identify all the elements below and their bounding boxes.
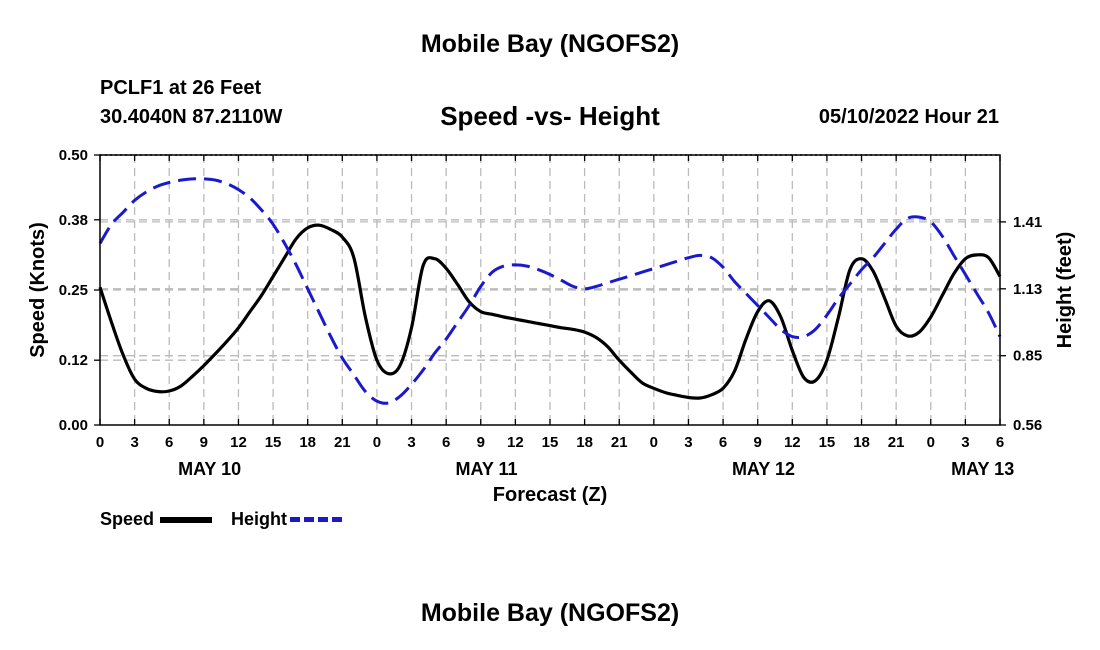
y-tick-label: 0.12 (59, 352, 88, 369)
y2-axis-title: Height (feet) (1054, 232, 1076, 349)
x-tick-label: 6 (442, 434, 450, 451)
station-coordinates: 30.4040N 87.2110W (100, 106, 283, 128)
y2-tick-label: 1.13 (1013, 281, 1042, 298)
x-tick-label: 12 (507, 434, 524, 451)
footer-title: Mobile Bay (NGOFS2) (420, 599, 680, 627)
x-tick-label: 12 (784, 434, 801, 451)
y-tick-label: 0.50 (59, 147, 88, 164)
x-tick-label: 18 (576, 434, 593, 451)
x-tick-label: 9 (477, 434, 485, 451)
y2-tick-label: 1.41 (1013, 214, 1042, 231)
x-axis-title: Forecast (Z) (493, 484, 607, 506)
x-tick-label: 15 (265, 434, 282, 451)
legend-speed-label: Speed (100, 509, 155, 529)
y-tick-label: 0.00 (59, 417, 88, 434)
x-tick-label: 21 (334, 434, 351, 451)
y2-tick-label: 0.85 (1013, 348, 1042, 365)
y-tick-label: 0.25 (59, 282, 88, 299)
date-label: MAY 12 (732, 459, 795, 479)
x-tick-label: 21 (611, 434, 628, 451)
legend-speed-swatch (160, 517, 212, 523)
x-tick-label: 3 (961, 434, 969, 451)
x-tick-label: 3 (684, 434, 692, 451)
x-tick-label: 15 (819, 434, 836, 451)
x-tick-label: 0 (96, 434, 104, 451)
x-tick-label: 15 (542, 434, 559, 451)
legend-height-swatch (290, 517, 342, 522)
date-label: MAY 13 (951, 459, 1014, 479)
y-tick-label: 0.38 (59, 212, 88, 229)
x-tick-label: 9 (200, 434, 208, 451)
date-label: MAY 10 (178, 459, 241, 479)
x-tick-label: 0 (373, 434, 381, 451)
y2-tick-label: 0.56 (1013, 417, 1042, 434)
forecast-datetime: 05/10/2022 Hour 21 (818, 106, 999, 128)
page-title: Mobile Bay (NGOFS2) (420, 30, 680, 58)
height-series-line (98, 177, 1002, 405)
station-label: PCLF1 at 26 Feet (100, 77, 262, 99)
x-tick-label: 6 (996, 434, 1004, 451)
x-tick-label: 3 (130, 434, 138, 451)
x-tick-label: 0 (927, 434, 935, 451)
x-tick-label: 18 (853, 434, 870, 451)
x-tick-label: 18 (299, 434, 316, 451)
date-label: MAY 11 (456, 459, 518, 479)
speed-series-line (98, 223, 1002, 400)
x-tick-label: 21 (888, 434, 905, 451)
x-tick-label: 6 (165, 434, 173, 451)
x-tick-label: 3 (407, 434, 415, 451)
x-tick-label: 9 (754, 434, 762, 451)
chart-title: Speed -vs- Height (440, 101, 660, 131)
legend-height-label: Height (231, 509, 287, 529)
x-tick-label: 0 (650, 434, 658, 451)
x-tick-label: 6 (719, 434, 727, 451)
x-tick-label: 12 (230, 434, 247, 451)
y-axis-title: Speed (Knots) (27, 222, 49, 358)
